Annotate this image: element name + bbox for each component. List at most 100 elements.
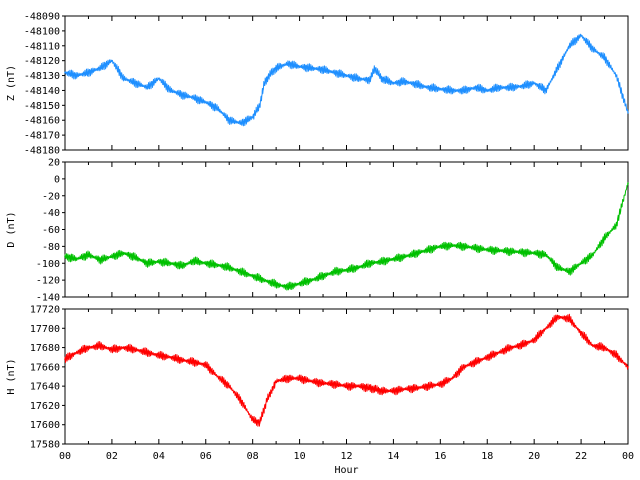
data-point-1-34 (427, 86, 430, 89)
data-point-3-37 (474, 361, 477, 363)
data-point-1-37 (462, 89, 465, 92)
y-tick-label-2-3: -40 (42, 208, 60, 219)
data-point-2-18 (275, 283, 277, 286)
data-point-2-44 (580, 262, 582, 265)
data-point-2-0 (64, 255, 66, 258)
data-point-3-18 (265, 399, 268, 402)
data-point-2-23 (333, 270, 336, 273)
data-point-1-9 (169, 89, 172, 92)
data-point-3-50 (627, 366, 629, 368)
data-point-2-46 (603, 237, 606, 239)
data-point-2-15 (240, 270, 242, 273)
data-point-3-39 (498, 351, 500, 354)
data-point-1-29 (373, 67, 376, 69)
data-point-1-5 (122, 77, 125, 80)
data-point-3-5 (122, 346, 125, 349)
x-tick-label-1: 02 (106, 451, 118, 462)
y-tick-label-2-6: -100 (36, 259, 60, 270)
data-point-3-44 (556, 315, 559, 318)
data-point-3-24 (333, 383, 336, 386)
y-tick-label-1-4: -48130 (24, 71, 60, 82)
data-point-2-13 (216, 264, 219, 266)
y-tick-label-3-2: 17680 (30, 343, 60, 354)
data-point-2-28 (392, 258, 395, 260)
data-point-1-35 (439, 88, 442, 90)
data-point-3-42 (533, 339, 535, 341)
data-point-2-45 (592, 254, 594, 256)
y-tick-label-1-8: -48170 (24, 131, 60, 142)
data-point-1-49 (603, 56, 606, 59)
data-point-2-40 (533, 252, 535, 254)
data-point-3-16 (251, 419, 254, 421)
data-point-3-36 (462, 366, 465, 368)
y-axis-label-3: H (nT) (6, 358, 17, 394)
data-point-1-50 (615, 74, 618, 77)
data-point-1-15 (240, 122, 242, 124)
data-point-1-24 (322, 68, 324, 71)
data-point-1-27 (357, 77, 360, 80)
data-point-3-46 (580, 332, 582, 334)
data-point-2-26 (369, 262, 371, 265)
data-point-2-42 (556, 266, 559, 269)
data-point-1-51 (627, 111, 629, 114)
x-tick-label-10: 20 (528, 451, 540, 462)
data-point-1-42 (521, 85, 524, 87)
data-point-1-10 (181, 94, 184, 96)
data-point-2-41 (545, 254, 547, 256)
data-point-2-47 (615, 224, 618, 227)
data-point-2-34 (462, 245, 465, 248)
data-point-3-31 (404, 388, 406, 390)
data-point-2-8 (158, 260, 160, 263)
y-axis-label-2: D (nT) (6, 211, 17, 247)
y-tick-label-1-6: -48150 (24, 101, 60, 112)
data-point-3-15 (240, 399, 242, 402)
data-point-2-27 (380, 260, 383, 263)
data-point-2-37 (498, 249, 500, 252)
y-axis-label-1: Z (nT) (6, 65, 17, 101)
data-point-1-16 (251, 116, 254, 119)
data-point-3-13 (216, 375, 219, 378)
data-point-3-40 (509, 346, 512, 349)
y-tick-label-2-5: -80 (42, 242, 60, 253)
x-tick-label-5: 10 (294, 451, 306, 462)
x-tick-label-2: 04 (153, 451, 165, 462)
data-point-2-33 (451, 244, 453, 247)
data-point-2-20 (298, 282, 301, 285)
data-point-3-7 (146, 351, 148, 354)
data-point-2-32 (439, 245, 442, 248)
data-point-3-12 (204, 364, 207, 366)
data-point-1-30 (380, 77, 383, 80)
data-point-1-25 (333, 71, 336, 74)
data-point-3-0 (64, 358, 66, 360)
x-tick-label-12: 00 (622, 451, 634, 462)
y-tick-label-2-7: -120 (36, 276, 60, 287)
data-point-1-36 (451, 89, 453, 92)
series-line-1 (64, 33, 629, 127)
data-point-1-4 (111, 59, 113, 62)
x-tick-label-11: 22 (575, 451, 587, 462)
y-tick-label-1-5: -48140 (24, 86, 60, 97)
data-point-3-1 (75, 351, 78, 354)
data-point-2-3 (99, 259, 101, 261)
data-point-1-12 (204, 101, 207, 104)
data-point-3-4 (111, 348, 113, 351)
data-point-1-1 (75, 74, 78, 77)
data-point-3-38 (486, 356, 489, 359)
y-tick-label-3-6: 17600 (30, 420, 60, 431)
y-tick-label-2-4: -60 (42, 225, 60, 236)
data-point-1-11 (193, 97, 195, 99)
data-point-1-48 (592, 47, 594, 50)
data-point-2-9 (169, 262, 172, 265)
data-point-1-43 (533, 82, 535, 84)
y-tick-label-1-9: -48180 (24, 146, 60, 157)
plot-frame-2 (64, 161, 629, 298)
y-tick-label-1-2: -48110 (24, 41, 60, 52)
data-point-1-47 (580, 34, 582, 37)
data-point-2-12 (204, 262, 207, 265)
data-point-3-21 (298, 377, 301, 380)
data-point-1-8 (158, 77, 160, 80)
data-point-3-32 (416, 387, 418, 389)
x-tick-label-8: 16 (434, 451, 446, 462)
data-point-1-7 (146, 86, 148, 89)
